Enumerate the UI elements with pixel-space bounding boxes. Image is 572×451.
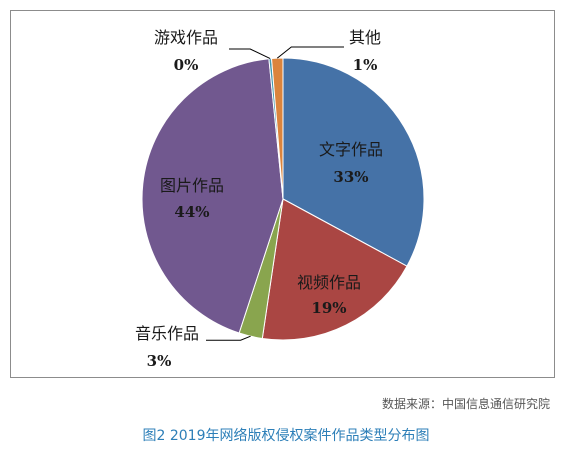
slice-label-game: 游戏作品	[154, 28, 218, 47]
pie-slice-text	[282, 57, 425, 267]
pie-slice-video	[261, 198, 408, 341]
slice-pct-text: 33%	[333, 168, 368, 186]
slice-label-text: 文字作品	[319, 140, 383, 159]
slice-pct-other: 1%	[353, 56, 378, 74]
pie-slice-other	[270, 57, 284, 200]
pie-chart: 文字作品 33% 视频作品 19% 音乐作品 3% 图片作品 44% 游戏作品 …	[135, 28, 425, 370]
slice-label-video: 视频作品	[297, 273, 361, 292]
slice-pct-music: 3%	[147, 352, 172, 370]
leader-line-game	[229, 48, 271, 60]
slice-pct-game: 0%	[174, 56, 199, 74]
slice-pct-image: 44%	[174, 203, 209, 221]
data-source-note: 数据来源：中国信息通信研究院	[381, 397, 550, 411]
slice-label-music: 音乐作品	[135, 324, 199, 343]
pie-slice-image	[141, 58, 284, 334]
slice-pct-video: 19%	[311, 299, 346, 317]
leader-line-music	[206, 335, 251, 341]
figure-caption: 图2 2019年网络版权侵权案件作品类型分布图	[142, 428, 430, 444]
slice-label-other: 其他	[349, 28, 381, 47]
leader-line-other	[276, 46, 344, 59]
chart-frame: 文字作品 33% 视频作品 19% 音乐作品 3% 图片作品 44% 游戏作品 …	[10, 10, 555, 378]
slice-label-image: 图片作品	[160, 176, 224, 195]
